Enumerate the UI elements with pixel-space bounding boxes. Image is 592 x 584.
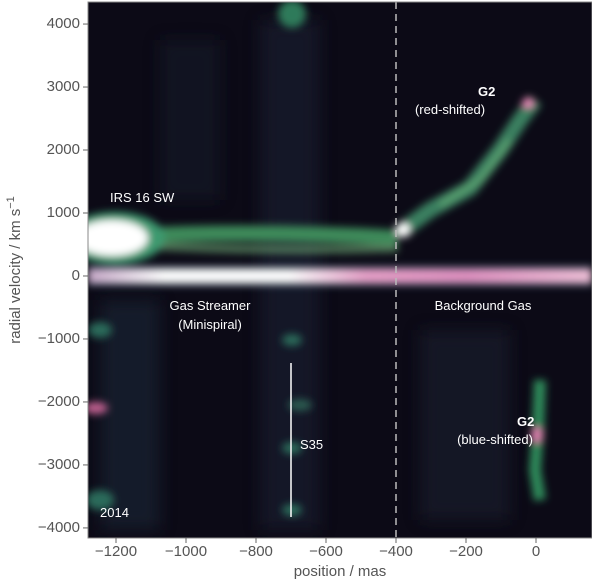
annotation: G2: [517, 414, 534, 429]
y-tick-label: −3000: [38, 456, 80, 473]
y-tick-label: −4000: [38, 519, 80, 536]
annotation: Background Gas: [435, 298, 532, 313]
y-tick-label: −1000: [38, 330, 80, 347]
annotation: (red-shifted): [415, 102, 485, 117]
annotation: G2: [478, 84, 495, 99]
x-tick-label: −800: [239, 543, 273, 560]
annotation: Gas Streamer: [170, 298, 252, 313]
annotation: (Minispiral): [178, 317, 242, 332]
annotation: (blue-shifted): [457, 432, 533, 447]
y-tick-label: 2000: [47, 141, 80, 158]
annotation: IRS 16 SW: [110, 190, 175, 205]
x-axis-label: position / mas: [294, 563, 387, 580]
y-tick-label: 3000: [47, 78, 80, 95]
x-tick-label: 0: [532, 543, 540, 560]
heatmap-image: IRS 16 SW Gas Streamer (Minispiral) Back…: [65, 0, 592, 538]
x-tick-label: −1200: [95, 543, 137, 560]
annotation: 2014: [100, 505, 129, 520]
y-tick-label: 0: [72, 267, 80, 284]
y-axis-label-text: radial velocity / km s: [7, 209, 24, 344]
y-tick-label: 1000: [47, 204, 80, 221]
x-tick-label: −600: [309, 543, 343, 560]
x-tick-label: −200: [449, 543, 483, 560]
y-tick-label: −2000: [38, 393, 80, 410]
page: IRS 16 SW Gas Streamer (Minispiral) Back…: [0, 0, 592, 584]
x-tick-label: −400: [379, 543, 413, 560]
y-tick-label: 4000: [47, 15, 80, 32]
x-tick-label: −1000: [165, 543, 207, 560]
y-axis-label-superscript: −1: [5, 196, 17, 209]
chart: IRS 16 SW Gas Streamer (Minispiral) Back…: [0, 0, 592, 584]
annotation: S35: [300, 437, 323, 452]
y-axis-label: radial velocity / km s−1: [5, 196, 24, 344]
